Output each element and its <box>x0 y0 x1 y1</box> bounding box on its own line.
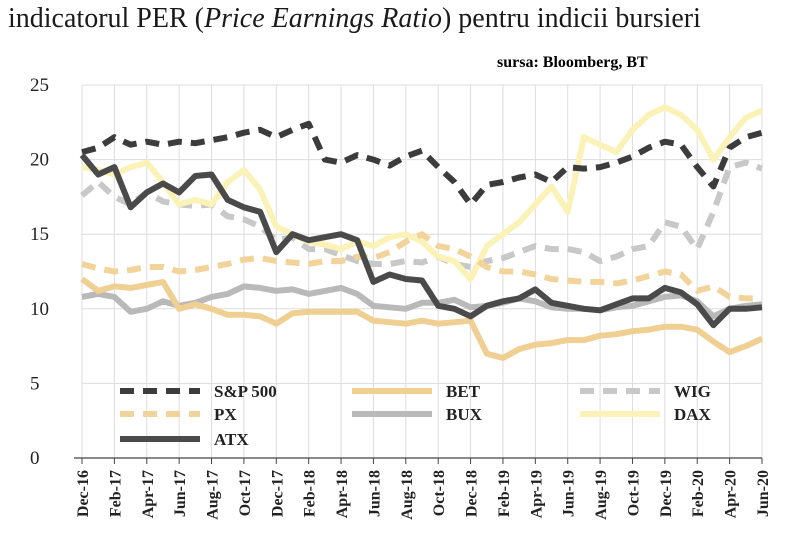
x-tick-label-Dec-18: Dec-18 <box>464 470 481 517</box>
x-tick-label-Aug-17: Aug-17 <box>205 470 222 520</box>
x-tick-label-Jun-17: Jun-17 <box>172 470 189 517</box>
y-tick-label-20: 20 <box>30 150 49 171</box>
y-tick-label-15: 15 <box>30 224 49 245</box>
y-tick-label-0: 0 <box>30 448 40 469</box>
legend-label-bet: BET <box>446 382 481 401</box>
series-line-s-p-500 <box>81 120 763 208</box>
grid-lines <box>81 84 763 458</box>
title-italic: Price Earnings Ratio <box>203 3 442 34</box>
x-tick-label-Apr-20: Apr-20 <box>723 470 740 518</box>
x-tick-label-Dec-17: Dec-17 <box>269 470 286 517</box>
source-note: sursa: Bloomberg, BT <box>497 54 648 71</box>
x-tick-label-Jun-20: Jun-20 <box>755 470 772 517</box>
title-part2: ) pentru indicii bursieri <box>441 3 701 34</box>
x-tick-label-Oct-17: Oct-17 <box>237 470 254 516</box>
x-tick-label-Apr-19: Apr-19 <box>528 470 545 518</box>
series-line-atx <box>79 153 763 329</box>
legend: S&P 500 BET WIG PX BUX DAX ATX <box>120 382 712 449</box>
x-tick-label-Oct-18: Oct-18 <box>431 470 448 516</box>
x-tick-label-Jun-19: Jun-19 <box>561 470 578 517</box>
x-tick-label-Apr-17: Apr-17 <box>140 470 157 518</box>
x-tick-label-Aug-19: Aug-19 <box>593 470 610 520</box>
x-tick-label-Dec-19: Dec-19 <box>658 470 675 517</box>
legend-label-dax: DAX <box>674 405 712 424</box>
axes: 0 5 10 15 20 25 Dec-16 Feb-17 Apr-17 Jun-17 Aug-17… <box>30 75 772 520</box>
x-tick-label-Feb-17: Feb-17 <box>107 470 124 517</box>
title-part1: indicatorul PER ( <box>8 3 204 34</box>
legend-label-px: PX <box>214 405 237 424</box>
legend-label-s-p-500: S&P 500 <box>214 382 277 401</box>
series-lines <box>79 104 764 361</box>
legend-label-wig: WIG <box>674 382 711 401</box>
y-tick-label-10: 10 <box>30 299 49 320</box>
x-tick-label-Jun-18: Jun-18 <box>366 470 383 517</box>
x-tick-label-Aug-18: Aug-18 <box>399 470 416 520</box>
series-line-px <box>81 231 762 302</box>
x-tick-label-Apr-18: Apr-18 <box>334 470 351 518</box>
series-line-bet <box>80 276 764 361</box>
y-tick-label-5: 5 <box>30 373 40 394</box>
series-line-dax <box>81 104 764 282</box>
x-tick-label-Oct-19: Oct-19 <box>625 470 642 516</box>
x-tick-label-Feb-19: Feb-19 <box>496 470 513 517</box>
x-tick-label-Dec-16: Dec-16 <box>75 470 92 517</box>
x-tick-label-Feb-20: Feb-20 <box>690 470 707 517</box>
legend-label-atx: ATX <box>214 430 249 449</box>
legend-label-bux: BUX <box>446 405 483 424</box>
x-tick-label-Feb-18: Feb-18 <box>302 470 319 517</box>
series-line-wig <box>80 159 764 270</box>
chart-title: indicatorul PER (Price Earnings Ratio) p… <box>8 2 793 36</box>
y-tick-label-25: 25 <box>30 75 49 96</box>
